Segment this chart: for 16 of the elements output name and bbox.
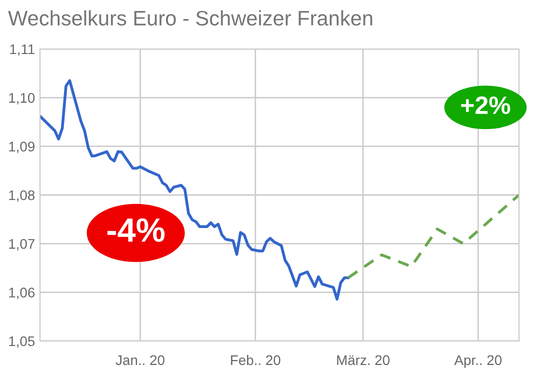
x-tick-label: Feb.. 20 xyxy=(231,354,280,366)
x-tick-label: März. 20 xyxy=(337,355,390,366)
y-tick-label: 1,11 xyxy=(10,44,34,56)
y-tick-label: 1,05 xyxy=(9,336,35,348)
x-tick-label: Jan.. 20 xyxy=(116,355,164,366)
chart-title: Wechselkurs Euro - Schweizer Franken xyxy=(8,10,372,26)
annotation: -4% xyxy=(107,218,165,242)
y-tick-label: 1,08 xyxy=(9,190,35,202)
x-tick-label: Apr.. 20 xyxy=(454,355,502,368)
line-series xyxy=(40,79,350,301)
y-tick-label: 1,10 xyxy=(9,93,35,104)
annotation: +2% xyxy=(461,96,510,114)
y-tick-label: 1,07 xyxy=(9,239,34,250)
y-tick-label: 1,06 xyxy=(9,288,35,300)
line-series xyxy=(346,194,519,280)
y-tick-label: 1,09 xyxy=(9,142,34,154)
